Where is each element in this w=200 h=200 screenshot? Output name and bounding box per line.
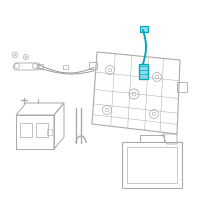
Bar	[47, 129, 52, 135]
Bar	[36, 123, 48, 137]
Bar	[63, 65, 68, 69]
Bar	[139, 64, 148, 79]
Bar	[37, 64, 43, 69]
Bar	[20, 123, 32, 137]
Bar	[127, 147, 177, 183]
Bar	[89, 62, 97, 69]
Bar	[122, 142, 182, 188]
Bar	[140, 26, 148, 32]
